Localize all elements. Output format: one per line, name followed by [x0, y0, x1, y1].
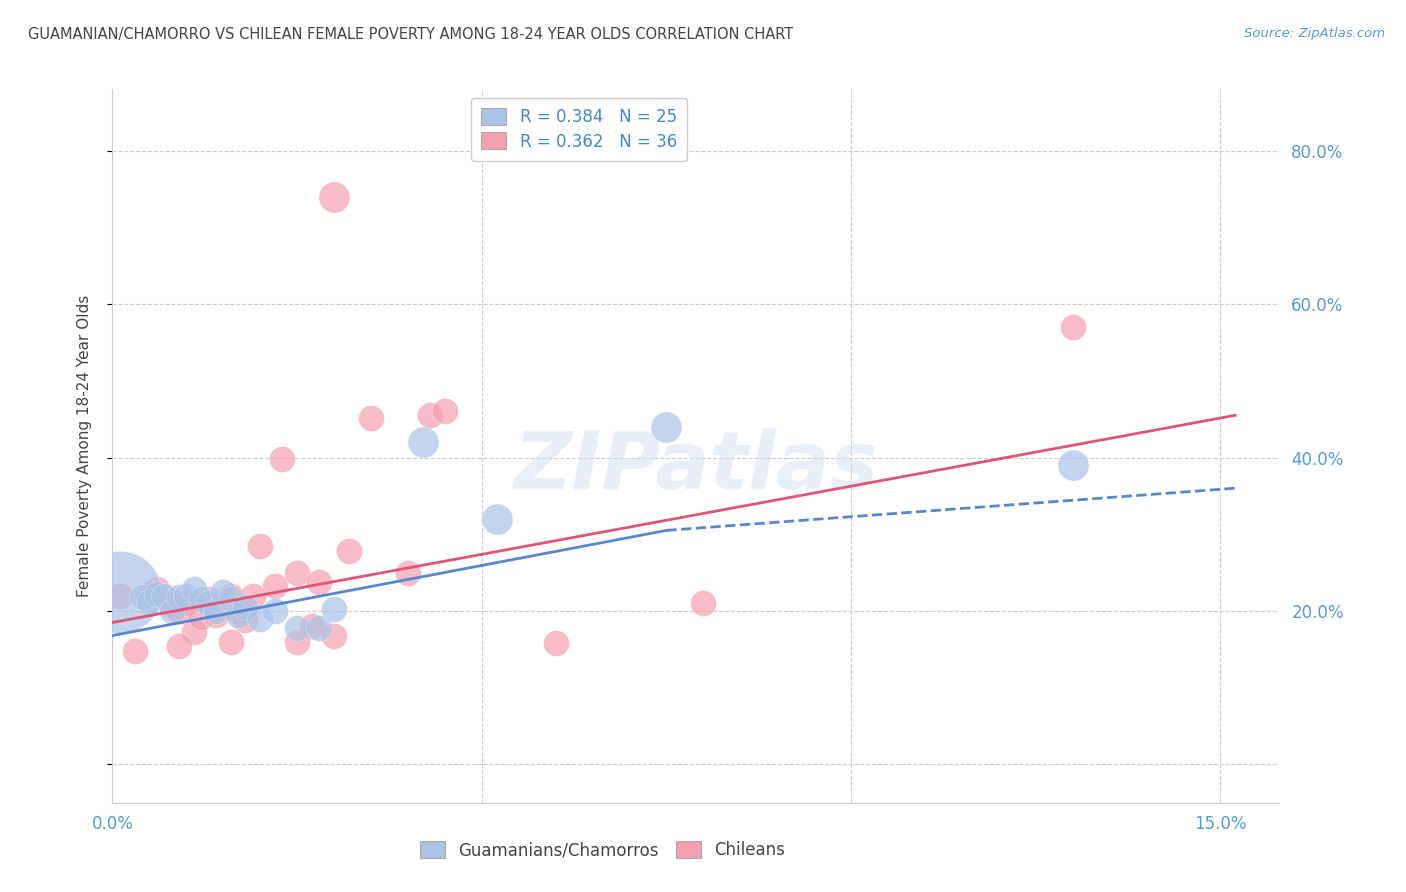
- Point: [226, 607, 249, 622]
- Point: [308, 621, 330, 635]
- Point: [108, 589, 131, 603]
- Point: [197, 596, 219, 610]
- Point: [433, 404, 456, 418]
- Point: [190, 610, 212, 624]
- Point: [212, 598, 235, 612]
- Point: [197, 592, 219, 607]
- Point: [235, 613, 257, 627]
- Point: [337, 544, 360, 558]
- Text: ZIPatlas: ZIPatlas: [513, 428, 879, 507]
- Point: [138, 587, 160, 601]
- Point: [226, 604, 249, 618]
- Point: [485, 512, 508, 526]
- Point: [242, 589, 264, 603]
- Point: [205, 604, 228, 618]
- Point: [176, 589, 198, 603]
- Point: [205, 607, 228, 622]
- Point: [183, 582, 205, 597]
- Point: [160, 604, 183, 618]
- Point: [160, 598, 183, 612]
- Point: [153, 590, 176, 604]
- Point: [271, 452, 294, 467]
- Point: [264, 579, 287, 593]
- Point: [131, 590, 153, 604]
- Point: [308, 574, 330, 589]
- Point: [146, 582, 169, 597]
- Point: [167, 604, 190, 618]
- Point: [1062, 458, 1084, 473]
- Point: [183, 625, 205, 640]
- Point: [124, 644, 146, 658]
- Point: [235, 600, 257, 615]
- Point: [249, 612, 271, 626]
- Point: [285, 621, 308, 635]
- Point: [167, 590, 190, 604]
- Point: [301, 619, 323, 633]
- Point: [285, 566, 308, 580]
- Point: [1062, 320, 1084, 334]
- Point: [167, 639, 190, 653]
- Y-axis label: Female Poverty Among 18-24 Year Olds: Female Poverty Among 18-24 Year Olds: [77, 295, 91, 597]
- Legend: Guamanians/Chamorros, Chileans: Guamanians/Chamorros, Chileans: [413, 834, 792, 866]
- Point: [396, 566, 419, 580]
- Point: [285, 634, 308, 648]
- Point: [138, 595, 160, 609]
- Point: [146, 587, 169, 601]
- Point: [419, 409, 441, 423]
- Point: [219, 592, 242, 607]
- Point: [692, 596, 714, 610]
- Point: [323, 628, 346, 642]
- Point: [176, 596, 198, 610]
- Point: [323, 602, 346, 616]
- Text: GUAMANIAN/CHAMORRO VS CHILEAN FEMALE POVERTY AMONG 18-24 YEAR OLDS CORRELATION C: GUAMANIAN/CHAMORRO VS CHILEAN FEMALE POV…: [28, 27, 793, 42]
- Point: [212, 584, 235, 599]
- Text: Source: ZipAtlas.com: Source: ZipAtlas.com: [1244, 27, 1385, 40]
- Point: [249, 539, 271, 553]
- Point: [264, 604, 287, 618]
- Point: [190, 592, 212, 607]
- Point: [219, 589, 242, 603]
- Point: [323, 189, 346, 203]
- Point: [108, 584, 131, 599]
- Point: [544, 636, 567, 650]
- Point: [655, 419, 678, 434]
- Point: [153, 589, 176, 603]
- Point: [360, 410, 382, 425]
- Point: [219, 634, 242, 648]
- Point: [412, 435, 434, 450]
